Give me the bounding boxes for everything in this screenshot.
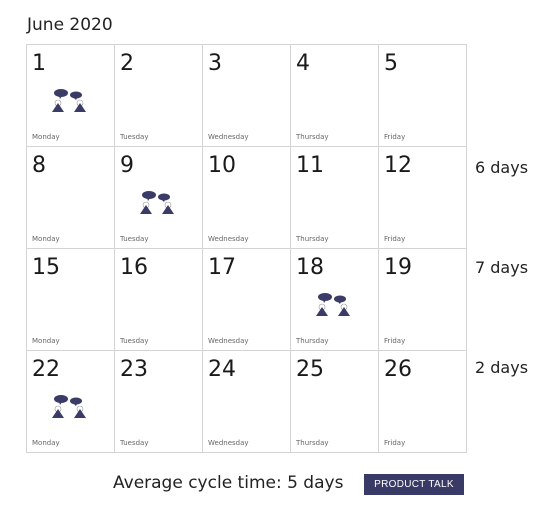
weekday-label: Wednesday <box>208 337 249 345</box>
calendar-grid: 1 Monday 2 Tuesday 3 Wednesday 4 Thursday 5 Frida… <box>26 44 467 453</box>
day-cell: 19 Friday <box>379 249 467 351</box>
day-cell: 12 Friday <box>379 147 467 249</box>
day-number: 4 <box>296 51 310 76</box>
weekday-label: Tuesday <box>120 235 149 243</box>
day-number: 17 <box>208 255 236 280</box>
weekday-label: Monday <box>32 337 60 345</box>
day-cell: 17 Wednesday <box>203 249 291 351</box>
day-number: 11 <box>296 153 324 178</box>
day-cell: 8 Monday <box>27 147 115 249</box>
weekday-label: Friday <box>384 337 406 345</box>
weekday-label: Monday <box>32 133 60 141</box>
weekday-label: Friday <box>384 133 406 141</box>
weekday-label: Monday <box>32 235 60 243</box>
weekday-label: Thursday <box>296 337 329 345</box>
weekday-label: Thursday <box>296 235 329 243</box>
day-cell: 10 Wednesday <box>203 147 291 249</box>
day-cell: 23 Tuesday <box>115 351 203 453</box>
day-cell: 2 Tuesday <box>115 45 203 147</box>
day-number: 24 <box>208 357 236 382</box>
day-cell: 3 Wednesday <box>203 45 291 147</box>
day-cell: 22 Monday <box>27 351 115 453</box>
day-number: 19 <box>384 255 412 280</box>
day-number: 23 <box>120 357 148 382</box>
weekday-label: Thursday <box>296 439 329 447</box>
day-number: 16 <box>120 255 148 280</box>
day-number: 1 <box>32 51 46 76</box>
product-talk-button[interactable]: PRODUCT TALK <box>364 474 464 495</box>
weekday-label: Tuesday <box>120 439 149 447</box>
day-cell: 9 Tuesday <box>115 147 203 249</box>
two-people-talking-icon <box>49 393 89 421</box>
day-number: 2 <box>120 51 134 76</box>
day-number: 3 <box>208 51 222 76</box>
day-cell: 24 Wednesday <box>203 351 291 453</box>
day-cell: 26 Friday <box>379 351 467 453</box>
cycle-duration-label: 7 days <box>475 258 529 277</box>
day-cell: 16 Tuesday <box>115 249 203 351</box>
cycle-duration-label: 6 days <box>475 158 529 177</box>
two-people-talking-icon <box>137 189 177 217</box>
day-cell: 15 Monday <box>27 249 115 351</box>
day-number: 8 <box>32 153 46 178</box>
day-number: 12 <box>384 153 412 178</box>
day-number: 26 <box>384 357 412 382</box>
weekday-label: Wednesday <box>208 235 249 243</box>
day-cell: 11 Thursday <box>291 147 379 249</box>
day-number: 9 <box>120 153 134 178</box>
two-people-talking-icon <box>313 291 353 319</box>
day-number: 22 <box>32 357 60 382</box>
day-cell: 1 Monday <box>27 45 115 147</box>
day-number: 5 <box>384 51 398 76</box>
weekday-label: Wednesday <box>208 133 249 141</box>
day-number: 25 <box>296 357 324 382</box>
day-number: 15 <box>32 255 60 280</box>
weekday-label: Tuesday <box>120 337 149 345</box>
calendar-title: June 2020 <box>27 15 113 35</box>
weekday-label: Tuesday <box>120 133 149 141</box>
two-people-talking-icon <box>49 87 89 115</box>
weekday-label: Thursday <box>296 133 329 141</box>
weekday-label: Monday <box>32 439 60 447</box>
weekday-label: Wednesday <box>208 439 249 447</box>
day-cell: 5 Friday <box>379 45 467 147</box>
day-number: 10 <box>208 153 236 178</box>
day-number: 18 <box>296 255 324 280</box>
weekday-label: Friday <box>384 439 406 447</box>
day-cell: 4 Thursday <box>291 45 379 147</box>
average-cycle-time: Average cycle time: 5 days <box>113 473 344 493</box>
day-cell: 25 Thursday <box>291 351 379 453</box>
weekday-label: Friday <box>384 235 406 243</box>
cycle-duration-label: 2 days <box>475 358 529 377</box>
day-cell: 18 Thursday <box>291 249 379 351</box>
